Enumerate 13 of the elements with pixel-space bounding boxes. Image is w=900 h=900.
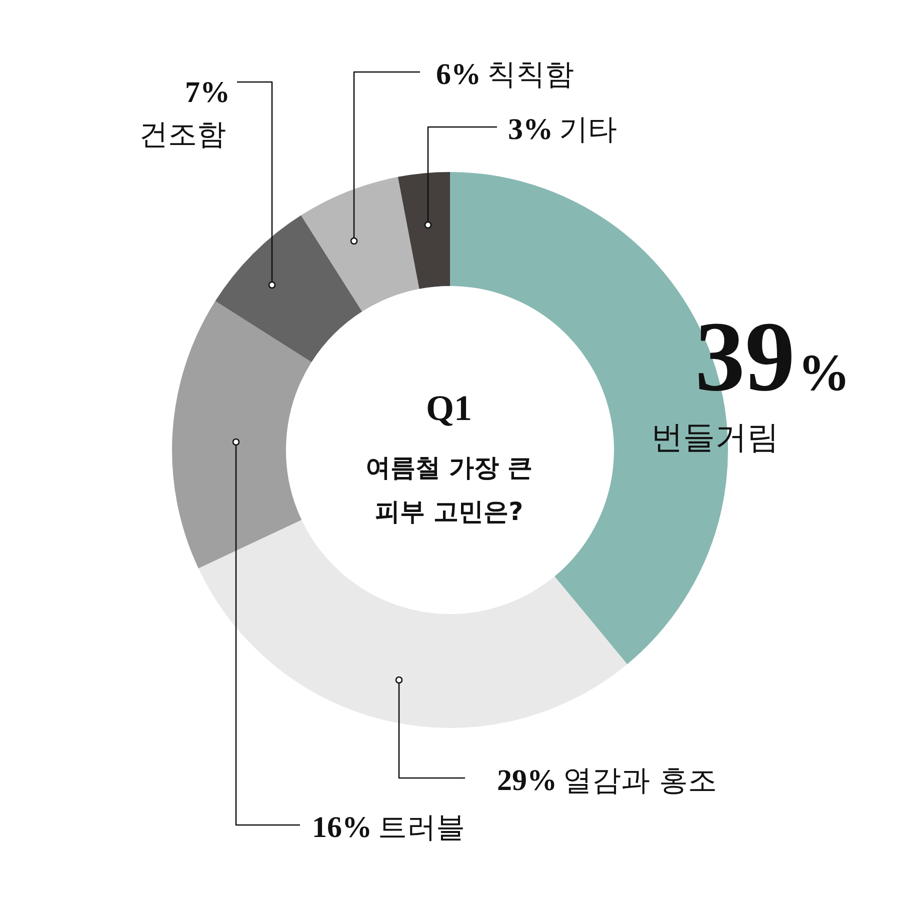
data-label: 16% bbox=[312, 811, 372, 844]
slice-label: 기타 bbox=[559, 112, 617, 146]
data-label: 39% bbox=[695, 301, 850, 412]
data-label: 6% bbox=[436, 58, 481, 91]
slice-label: 칙칙함 bbox=[487, 57, 574, 91]
text: 여름철 가장 큰 피부 고민은? bbox=[365, 453, 533, 526]
slice-label: 트러블 bbox=[378, 810, 465, 844]
slice-label: 열감과 홍조 bbox=[563, 763, 718, 797]
data-label: 29% bbox=[497, 764, 557, 797]
data-label: 3% bbox=[508, 113, 553, 146]
text: Q1 bbox=[426, 388, 472, 428]
data-label: 7% bbox=[185, 76, 230, 109]
slice-label: 건조함 bbox=[139, 117, 226, 151]
